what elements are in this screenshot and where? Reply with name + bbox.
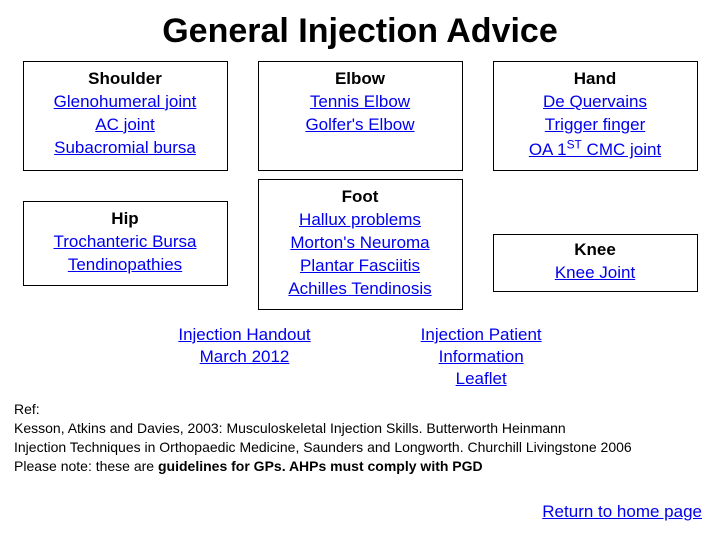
cards-grid: Shoulder Glenohumeral joint AC joint Sub… bbox=[0, 61, 720, 310]
link-subacromial[interactable]: Subacromial bursa bbox=[54, 138, 196, 157]
card-knee-title: Knee bbox=[498, 239, 693, 262]
handout-l1: Injection Handout bbox=[178, 325, 310, 344]
link-plantar[interactable]: Plantar Fasciitis bbox=[300, 256, 420, 275]
return-link-wrap: Return to home page bbox=[542, 502, 702, 522]
ref-note: Please note: these are guidelines for GP… bbox=[14, 457, 706, 476]
link-pil-wrap: Injection Patient Information Leaflet bbox=[421, 324, 542, 390]
card-knee: Knee Knee Joint bbox=[493, 234, 698, 292]
handout-l2: March 2012 bbox=[200, 347, 290, 366]
card-knee-wrap: Knee Knee Joint bbox=[493, 179, 698, 310]
pil-l1: Injection Patient bbox=[421, 325, 542, 344]
card-shoulder-title: Shoulder bbox=[28, 68, 223, 91]
oa-super: ST bbox=[567, 138, 582, 152]
lower-links-row: Injection Handout March 2012 Injection P… bbox=[0, 324, 720, 390]
link-pil[interactable]: Injection Patient Information Leaflet bbox=[421, 325, 542, 388]
link-tendinopathies[interactable]: Tendinopathies bbox=[68, 255, 182, 274]
link-hallux[interactable]: Hallux problems bbox=[299, 210, 421, 229]
card-shoulder: Shoulder Glenohumeral joint AC joint Sub… bbox=[23, 61, 228, 171]
pil-l3: Leaflet bbox=[456, 369, 507, 388]
link-tennis-elbow[interactable]: Tennis Elbow bbox=[310, 92, 410, 111]
references: Ref: Kesson, Atkins and Davies, 2003: Mu… bbox=[0, 390, 720, 476]
page-title: General Injection Advice bbox=[0, 0, 720, 61]
link-handout[interactable]: Injection Handout March 2012 bbox=[178, 325, 310, 366]
link-glenohumeral[interactable]: Glenohumeral joint bbox=[54, 92, 197, 111]
pil-l2: Information bbox=[439, 347, 524, 366]
link-knee-joint[interactable]: Knee Joint bbox=[555, 263, 635, 282]
return-link[interactable]: Return to home page bbox=[542, 502, 702, 521]
oa-prefix: OA 1 bbox=[529, 140, 567, 159]
ref-note-bold: guidelines for GPs. AHPs must comply wit… bbox=[158, 458, 483, 474]
card-hip: Hip Trochanteric Bursa Tendinopathies bbox=[23, 201, 228, 286]
card-elbow: Elbow Tennis Elbow Golfer's Elbow bbox=[258, 61, 463, 171]
ref-header: Ref: bbox=[14, 400, 706, 419]
oa-suffix: CMC joint bbox=[582, 140, 661, 159]
card-hand-title: Hand bbox=[498, 68, 693, 91]
link-ac-joint[interactable]: AC joint bbox=[95, 115, 155, 134]
link-golfers-elbow[interactable]: Golfer's Elbow bbox=[305, 115, 414, 134]
link-dequervains[interactable]: De Quervains bbox=[543, 92, 647, 111]
card-foot-title: Foot bbox=[263, 186, 458, 209]
card-elbow-title: Elbow bbox=[263, 68, 458, 91]
card-hand: Hand De Quervains Trigger finger OA 1ST … bbox=[493, 61, 698, 171]
link-trochanteric[interactable]: Trochanteric Bursa bbox=[54, 232, 197, 251]
card-foot: Foot Hallux problems Morton's Neuroma Pl… bbox=[258, 179, 463, 310]
link-achilles[interactable]: Achilles Tendinosis bbox=[288, 279, 431, 298]
ref-line-2: Injection Techniques in Orthopaedic Medi… bbox=[14, 438, 706, 457]
card-hip-title: Hip bbox=[28, 208, 223, 231]
link-handout-wrap: Injection Handout March 2012 bbox=[178, 324, 310, 390]
ref-line-1: Kesson, Atkins and Davies, 2003: Musculo… bbox=[14, 419, 706, 438]
link-trigger-finger[interactable]: Trigger finger bbox=[545, 115, 645, 134]
ref-note-pre: Please note: these are bbox=[14, 458, 158, 474]
link-oa-cmc[interactable]: OA 1ST CMC joint bbox=[529, 140, 661, 159]
link-mortons[interactable]: Morton's Neuroma bbox=[290, 233, 429, 252]
